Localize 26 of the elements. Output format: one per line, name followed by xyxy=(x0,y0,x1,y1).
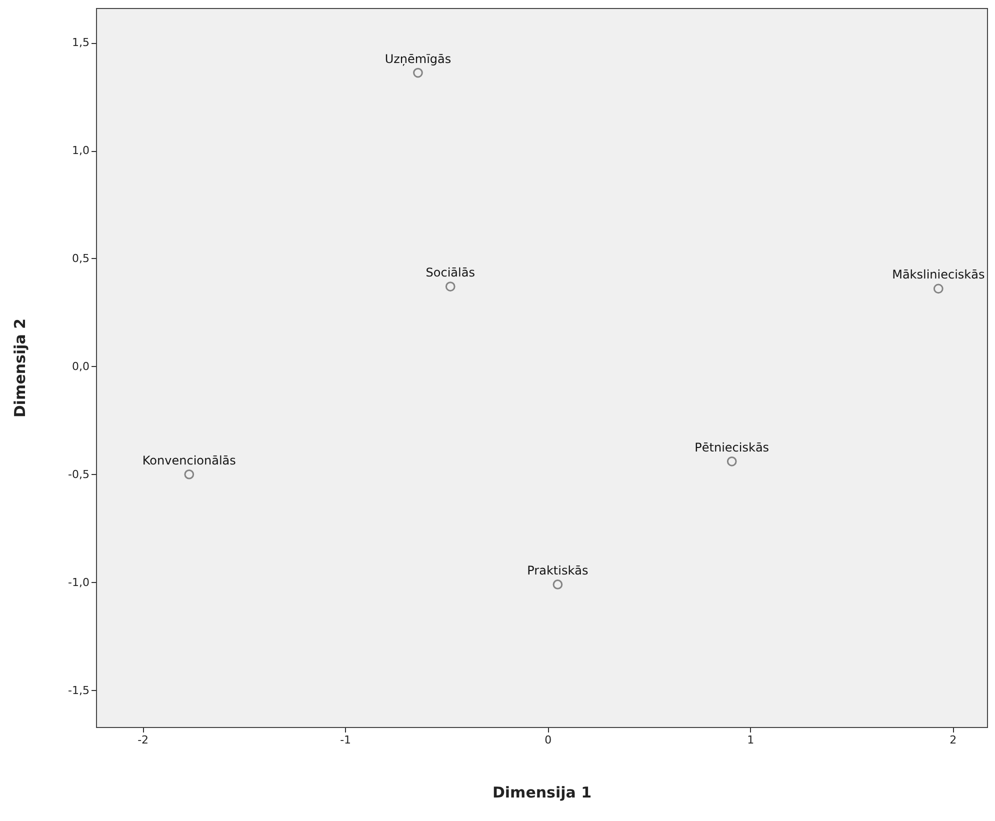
y-tick-label: -0,5 xyxy=(68,468,90,481)
y-tick-label: 1,5 xyxy=(72,36,90,50)
y-tick-label: 1,0 xyxy=(72,144,90,158)
y-tick-label: 0,0 xyxy=(72,360,90,373)
annotation: Mākslinieciskās xyxy=(892,268,985,282)
annotation: Uzņēmīgās xyxy=(384,52,452,66)
point xyxy=(445,282,456,292)
point xyxy=(184,469,194,480)
annotation: Praktiskās xyxy=(527,563,588,578)
x-axis-title: Dimensija 1 xyxy=(492,784,592,802)
point xyxy=(552,580,563,590)
y-tick-label: -1,5 xyxy=(68,684,90,697)
y-tick-label: -1,0 xyxy=(68,576,90,589)
x-tick-label: 0 xyxy=(544,734,552,746)
x-tick-label: 2 xyxy=(950,734,957,746)
y-axis-title: Dimensija 2 xyxy=(11,318,30,418)
point xyxy=(933,284,944,294)
point xyxy=(726,456,737,466)
x-tick-label: 1 xyxy=(747,734,754,746)
annotation: Pētnieciskās xyxy=(694,440,770,454)
x-tick-label: -1 xyxy=(340,734,352,746)
x-tick-label: -2 xyxy=(138,734,149,746)
annotation: Sociālās xyxy=(426,266,475,280)
point xyxy=(413,68,423,78)
y-tick-label: 0,5 xyxy=(72,252,90,265)
annotation: Konvencionālās xyxy=(142,453,236,468)
